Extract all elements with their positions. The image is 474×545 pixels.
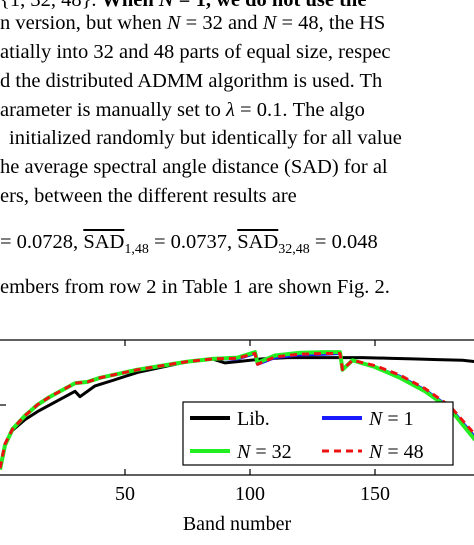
x-axis-label: Band number — [183, 513, 292, 535]
legend-box — [182, 401, 454, 466]
text-line-7: ers, between the different results are — [0, 185, 297, 207]
legend-label-2: N = 32 — [236, 441, 292, 463]
series-layer — [0, 350, 474, 471]
math-var: N — [166, 12, 181, 34]
text-line-9: embers from row 2 in Table 1 are shown F… — [0, 276, 390, 298]
math-var: λ — [226, 99, 235, 121]
legend-label-rest: = 1 — [382, 408, 413, 430]
text-fragment: {1, 32, 48}. — [0, 0, 97, 11]
text-fragment: = 32 and — [180, 12, 263, 34]
math-var: N — [158, 0, 174, 11]
legend-label-rest: = 32 — [250, 441, 291, 463]
legend-label-0: Lib. — [237, 408, 270, 430]
text-fragment: When — [96, 0, 159, 11]
legend-label-rest: = 48 — [382, 441, 423, 463]
eq-sad-symbol: SAD — [83, 231, 125, 253]
eq-sad-symbol: SAD — [237, 231, 279, 253]
eq-subscript: 1,48 — [124, 242, 149, 258]
text-line-5: initialized randomly but identically for… — [9, 127, 402, 149]
text-fragment: n version, but when — [0, 12, 167, 34]
text-line-2: atially into 32 and 48 parts of equal si… — [0, 41, 391, 63]
text-line-4: arameter is manually set to λ = 0.1. The… — [0, 98, 365, 122]
text-fragment: arameter is manually set to — [0, 99, 226, 121]
legend: Lib. N = 1N = 32 N = 48 — [182, 401, 454, 466]
tick-layer: 50 100 150 — [115, 340, 390, 505]
eq-subscript: 32,48 — [278, 242, 310, 258]
x-tick-label: 100 — [235, 483, 265, 505]
eq-fragment: = 0.0728, — [0, 231, 84, 253]
eq-fragment: = 0.0737, — [148, 231, 238, 253]
text-line-0: {1, 32, 48}. When N = 1, we do not use t… — [0, 0, 366, 12]
legend-label-3: N = 48 — [368, 441, 424, 463]
legend-label-var: N — [368, 441, 384, 463]
x-tick-label: 150 — [360, 483, 390, 505]
x-tick-label: 50 — [115, 483, 135, 505]
equation-sad: = 0.0728, SAD1,48 = 0.0737, SAD32,48 = 0… — [0, 230, 378, 262]
legend-label-1: N = 1 — [368, 408, 414, 430]
math-var: N — [262, 12, 277, 34]
text-fragment: = 48, the HS — [276, 12, 386, 34]
text-line-1: n version, but when N = 32 and N = 48, t… — [0, 11, 385, 35]
text-fragment: = 0.1. The algo — [234, 99, 365, 121]
text-line-6: he average spectral angle distance (SAD)… — [0, 156, 388, 178]
series-line-2 — [0, 350, 474, 471]
axes-frame — [0, 339, 474, 476]
text-line-3: d the distributed ADMM algorithm is used… — [0, 70, 383, 92]
legend-label-var: N — [236, 441, 252, 463]
eq-fragment: = 0.048 — [309, 231, 378, 253]
legend-label-var: N — [368, 408, 384, 430]
text-fragment: = 1, we do not use the — [173, 0, 367, 11]
